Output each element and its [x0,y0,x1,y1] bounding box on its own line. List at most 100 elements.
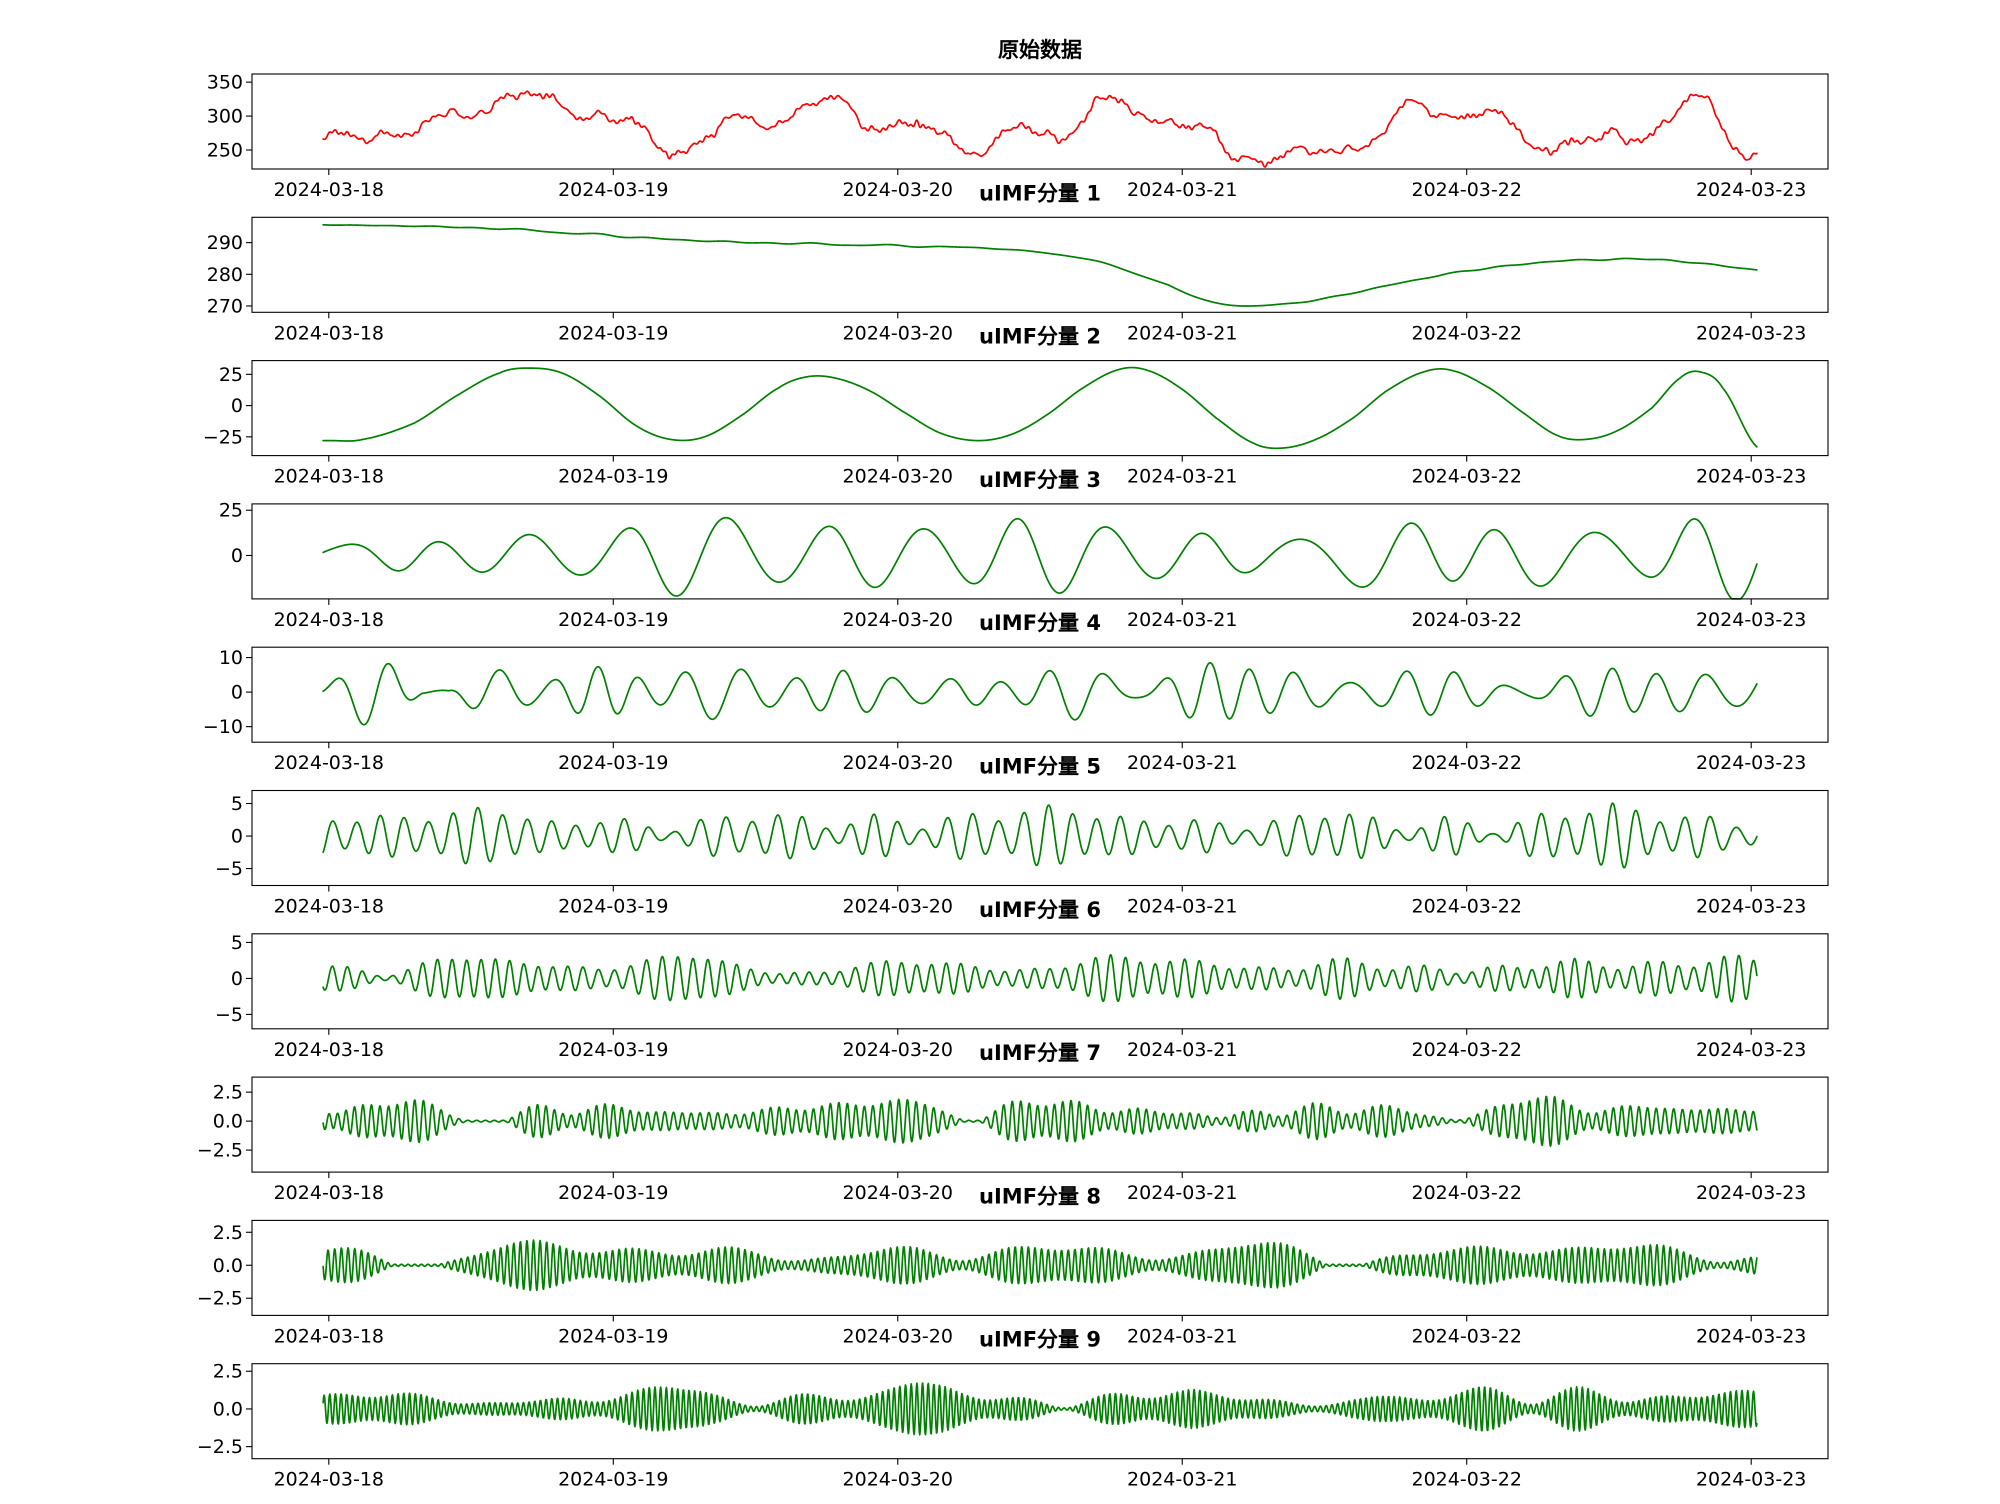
x-tick-label: 2024-03-20 [843,1469,953,1491]
y-tick-label: −5 [215,858,243,880]
x-tick-label: 2024-03-19 [558,322,668,344]
panel-uIMF-9: −2.5 0.0 2.5 2024-03-18 2024-03-19 2024-03-20… [197,1328,1829,1491]
x-tick-label: 2024-03-23 [1696,1182,1806,1204]
y-tick-label: 0 [231,682,243,704]
x-tick-label: 2024-03-21 [1127,466,1237,488]
y-tick-label: 0 [231,968,243,990]
x-tick-label: 2024-03-23 [1696,322,1806,344]
x-tick-label: 2024-03-23 [1696,609,1806,631]
x-tick-label: 2024-03-22 [1412,896,1522,918]
y-tick-label: 290 [207,232,243,254]
figure-title: 原始数据 [998,38,1082,62]
axes-frame-uIMF-8 [251,1219,1829,1316]
x-tick-label: 2024-03-20 [843,179,953,201]
y-tick-label: 0.0 [213,1398,243,1420]
axes-frame-uIMF-1 [251,216,1829,313]
x-tick-label: 2024-03-19 [558,179,668,201]
y-tick-label: 250 [207,140,243,162]
y-tick-label: 0 [231,545,243,567]
panel-uIMF-2: −25 0 25 2024-03-18 2024-03-19 2024-03-20 2024… [203,325,1829,488]
panel-uIMF-5: −5 0 5 2024-03-18 2024-03-19 2024-03-20 2024-0… [215,755,1829,918]
x-tick-label: 2024-03-18 [274,752,384,774]
x-tick-label: 2024-03-19 [558,1325,668,1347]
x-tick-label: 2024-03-20 [843,609,953,631]
signal-line-uIMF-9 [322,1382,1758,1436]
subplot-title-uIMF-2: uIMF分量 2 [979,325,1101,349]
y-tick-label: −10 [203,716,243,738]
x-tick-label: 2024-03-20 [843,466,953,488]
panel-uIMF-8: −2.5 0.0 2.5 2024-03-18 2024-03-19 2024-03-20… [197,1184,1829,1347]
subplot-title-uIMF-1: uIMF分量 1 [979,181,1101,205]
y-tick-label: −2.5 [197,1436,243,1458]
x-tick-label: 2024-03-18 [274,466,384,488]
y-tick-label: −25 [203,426,243,448]
y-tick-label: 300 [207,106,243,128]
x-tick-label: 2024-03-21 [1127,609,1237,631]
x-tick-label: 2024-03-19 [558,1182,668,1204]
x-tick-label: 2024-03-21 [1127,1325,1237,1347]
subplot-title-uIMF-4: uIMF分量 4 [979,611,1101,635]
subplot-title-uIMF-8: uIMF分量 8 [979,1184,1101,1208]
x-tick-label: 2024-03-18 [274,1182,384,1204]
x-tick-label: 2024-03-22 [1412,609,1522,631]
x-tick-label: 2024-03-21 [1127,1039,1237,1061]
subplot-title-uIMF-6: uIMF分量 6 [979,898,1101,922]
axes-frame-uIMF-7 [251,1076,1829,1173]
x-tick-label: 2024-03-20 [843,1182,953,1204]
x-tick-label: 2024-03-22 [1412,1039,1522,1061]
x-tick-label: 2024-03-18 [274,179,384,201]
x-tick-label: 2024-03-23 [1696,466,1806,488]
axes-frame-original [251,73,1829,170]
y-tick-label: 2.5 [213,1361,243,1383]
y-tick-label: 0.0 [213,1255,243,1277]
signal-line-uIMF-3 [322,516,1758,600]
x-tick-label: 2024-03-21 [1127,752,1237,774]
x-tick-label: 2024-03-23 [1696,1469,1806,1491]
y-tick-label: 2.5 [213,1222,243,1244]
x-tick-label: 2024-03-23 [1696,1325,1806,1347]
x-tick-label: 2024-03-21 [1127,1469,1237,1491]
x-tick-label: 2024-03-19 [558,752,668,774]
x-tick-label: 2024-03-18 [274,1469,384,1491]
x-tick-label: 2024-03-22 [1412,1182,1522,1204]
x-tick-label: 2024-03-19 [558,1039,668,1061]
x-tick-label: 2024-03-19 [558,609,668,631]
y-tick-label: 25 [219,364,243,386]
y-tick-label: −2.5 [197,1288,243,1310]
x-tick-label: 2024-03-23 [1696,179,1806,201]
x-tick-label: 2024-03-22 [1412,466,1522,488]
axes-frame-uIMF-5 [251,789,1829,887]
x-tick-label: 2024-03-21 [1127,1182,1237,1204]
x-tick-label: 2024-03-18 [274,1039,384,1061]
signal-line-original [322,90,1758,168]
panel-original: 250 300 350 2024-03-18 2024-03-19 2024-03-20 2… [207,38,1829,201]
x-tick-label: 2024-03-22 [1412,1469,1522,1491]
panel-uIMF-7: −2.5 0.0 2.5 2024-03-18 2024-03-19 2024-03-20… [197,1041,1829,1204]
y-tick-label: 350 [207,72,243,94]
y-tick-label: 2.5 [213,1082,243,1104]
y-tick-label: −2.5 [197,1140,243,1162]
panel-uIMF-6: −5 0 5 2024-03-18 2024-03-19 2024-03-20 2024-0… [215,898,1829,1061]
x-tick-label: 2024-03-21 [1127,322,1237,344]
y-tick-label: 270 [207,295,243,317]
x-tick-label: 2024-03-19 [558,1469,668,1491]
panel-uIMF-4: −10 0 10 2024-03-18 2024-03-19 2024-03-20 2024… [203,611,1829,774]
x-tick-label: 2024-03-20 [843,896,953,918]
x-tick-label: 2024-03-18 [274,896,384,918]
x-tick-label: 2024-03-20 [843,322,953,344]
x-tick-label: 2024-03-23 [1696,896,1806,918]
x-tick-label: 2024-03-18 [274,1325,384,1347]
x-tick-label: 2024-03-22 [1412,322,1522,344]
y-tick-label: 0 [231,826,243,848]
y-tick-label: 0.0 [213,1111,243,1133]
y-tick-label: 5 [231,932,243,954]
subplot-title-uIMF-5: uIMF分量 5 [979,755,1101,779]
y-tick-label: −5 [215,1004,243,1026]
signal-line-uIMF-7 [322,1095,1758,1147]
x-tick-label: 2024-03-23 [1696,1039,1806,1061]
signal-line-uIMF-6 [322,954,1758,1003]
signal-line-uIMF-8 [322,1239,1758,1292]
x-tick-label: 2024-03-21 [1127,179,1237,201]
